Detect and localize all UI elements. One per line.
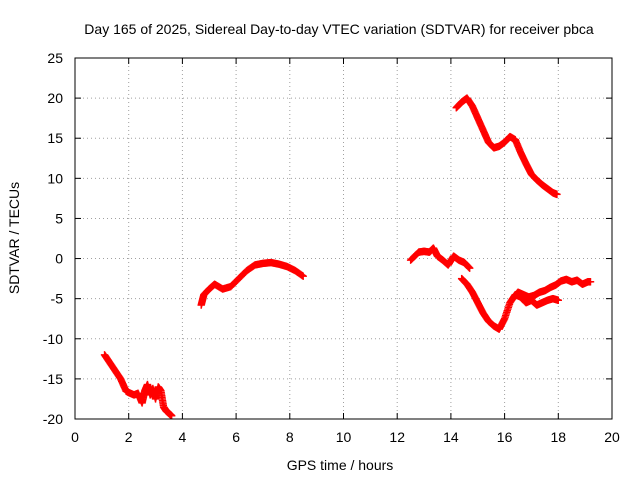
data-point xyxy=(291,266,307,280)
data-point xyxy=(465,264,474,272)
data-point xyxy=(235,267,250,283)
series-arc-5 xyxy=(457,274,562,333)
data-point xyxy=(553,190,561,199)
points-layer xyxy=(100,94,595,420)
series-arc-1 xyxy=(100,351,176,420)
data-point xyxy=(116,375,130,394)
x-axis-label: GPS time / hours xyxy=(287,457,394,473)
y-tick-label: 5 xyxy=(55,210,63,226)
series-arc-3 xyxy=(406,244,474,272)
x-tick-label: 16 xyxy=(497,429,513,445)
data-point xyxy=(586,278,595,286)
series-arc-6 xyxy=(508,275,595,303)
ticks-layer xyxy=(74,57,613,420)
series-arc-4 xyxy=(452,94,561,199)
x-tick-label: 18 xyxy=(551,429,567,445)
data-point xyxy=(227,275,242,291)
data-point xyxy=(138,388,149,407)
y-tick-label: -20 xyxy=(43,411,63,427)
data-point xyxy=(554,296,562,304)
x-tick-label: 8 xyxy=(286,429,294,445)
x-tick-label: 20 xyxy=(604,429,620,445)
data-point xyxy=(468,288,481,306)
x-tick-label: 2 xyxy=(125,429,133,445)
x-tick-label: 14 xyxy=(443,429,459,445)
x-tick-label: 10 xyxy=(336,429,352,445)
data-point xyxy=(549,294,562,304)
y-axis-label: SDTVAR / TECUs xyxy=(6,182,22,294)
series-arc-2 xyxy=(197,258,307,309)
grid-layer xyxy=(75,58,612,419)
data-point xyxy=(463,280,476,296)
data-point xyxy=(495,316,508,333)
data-point xyxy=(460,258,473,272)
y-tick-label: -10 xyxy=(43,331,63,347)
x-tick-label: 6 xyxy=(232,429,240,445)
data-point xyxy=(167,412,176,420)
data-point xyxy=(533,176,546,188)
chart-title: Day 165 of 2025, Sidereal Day-to-day VTE… xyxy=(84,21,594,37)
y-tick-label: 15 xyxy=(47,130,63,146)
y-tick-label: 0 xyxy=(55,251,63,267)
tick-labels-layer: 0 2 4 6 8 10 12 14 16 18 20 -20 -15 -10 -5 0 5 10 15 20 25 xyxy=(43,50,620,445)
y-tick-label: -5 xyxy=(51,291,64,307)
x-tick-label: 4 xyxy=(179,429,187,445)
y-tick-label: 25 xyxy=(47,50,63,66)
y-tick-label: 20 xyxy=(47,90,63,106)
y-tick-label: -15 xyxy=(43,371,63,387)
y-tick-label: 10 xyxy=(47,170,63,186)
x-tick-label: 12 xyxy=(389,429,405,445)
x-tick-label: 0 xyxy=(71,429,79,445)
data-point xyxy=(299,272,307,280)
data-point xyxy=(474,298,487,316)
